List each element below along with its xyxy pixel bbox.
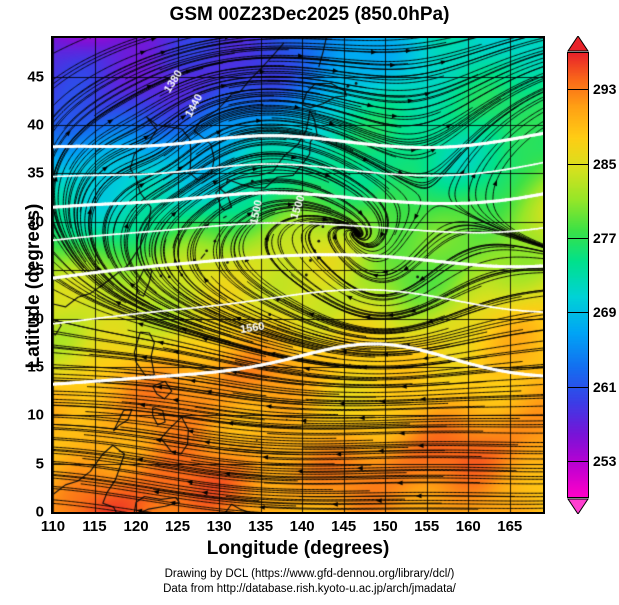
y-tick-label: 5 (35, 455, 44, 473)
y-tick-label: 0 (35, 503, 44, 521)
x-tick-label: 120 (123, 518, 149, 535)
y-tick-label: 30 (27, 213, 44, 231)
map-plot-area (51, 36, 545, 514)
x-tick-label: 160 (455, 518, 481, 535)
colorbar-tick-label: 277 (593, 229, 617, 246)
colorbar-gradient (567, 52, 589, 498)
colorbar-tick-mark (567, 163, 589, 165)
footer-line-1: Drawing by DCL (https://www.gfd-dennou.o… (164, 568, 455, 580)
x-tick-label: 130 (206, 518, 232, 535)
x-tick-label: 115 (82, 518, 107, 535)
y-axis-label: Latitude (degrees) (23, 203, 44, 369)
y-tick-label: 40 (27, 116, 44, 134)
x-tick-label: 110 (40, 518, 66, 535)
x-axis-label: Longitude (degrees) (206, 538, 390, 559)
colorbar-tick-label: 293 (593, 81, 617, 98)
colorbar-tick-label: 285 (593, 155, 617, 172)
y-tick-label: 10 (27, 406, 44, 424)
y-tick-label: 25 (27, 261, 44, 279)
x-tick-label: 150 (372, 518, 398, 535)
colorbar-tick-mark (567, 237, 589, 239)
x-tick-label: 165 (497, 518, 523, 535)
colorbar: 253 261 269 277 285 293 (567, 36, 616, 514)
colorbar-tick-label: 269 (593, 304, 617, 321)
x-tick-label: 125 (165, 518, 191, 535)
colorbar-tick-mark (567, 312, 589, 314)
x-tick-label: 145 (331, 518, 357, 535)
x-tick-label: 135 (248, 518, 274, 535)
y-tick-label: 20 (27, 310, 44, 328)
colorbar-tick-label: 253 (593, 452, 617, 469)
footer-line-2: Data from http://database.rish.kyoto-u.a… (163, 583, 456, 595)
colorbar-bottom-arrow (567, 498, 589, 514)
colorbar-tick-label: 261 (593, 378, 617, 395)
streamlines-and-contours (53, 38, 543, 512)
colorbar-tick-mark (567, 460, 589, 462)
colorbar-tick-mark (567, 386, 589, 388)
y-tick-label: 35 (27, 164, 44, 182)
chart-title: GSM 00Z23Dec2025 (850.0hPa) (169, 4, 450, 25)
x-tick-label: 140 (289, 518, 315, 535)
x-tick-label: 155 (414, 518, 440, 535)
footer-credits: Drawing by DCL (https://www.gfd-dennou.o… (0, 567, 619, 597)
y-tick-label: 15 (27, 358, 44, 376)
colorbar-tick-mark (567, 89, 589, 91)
y-tick-label: 45 (27, 68, 44, 86)
colorbar-top-arrow (567, 36, 589, 52)
